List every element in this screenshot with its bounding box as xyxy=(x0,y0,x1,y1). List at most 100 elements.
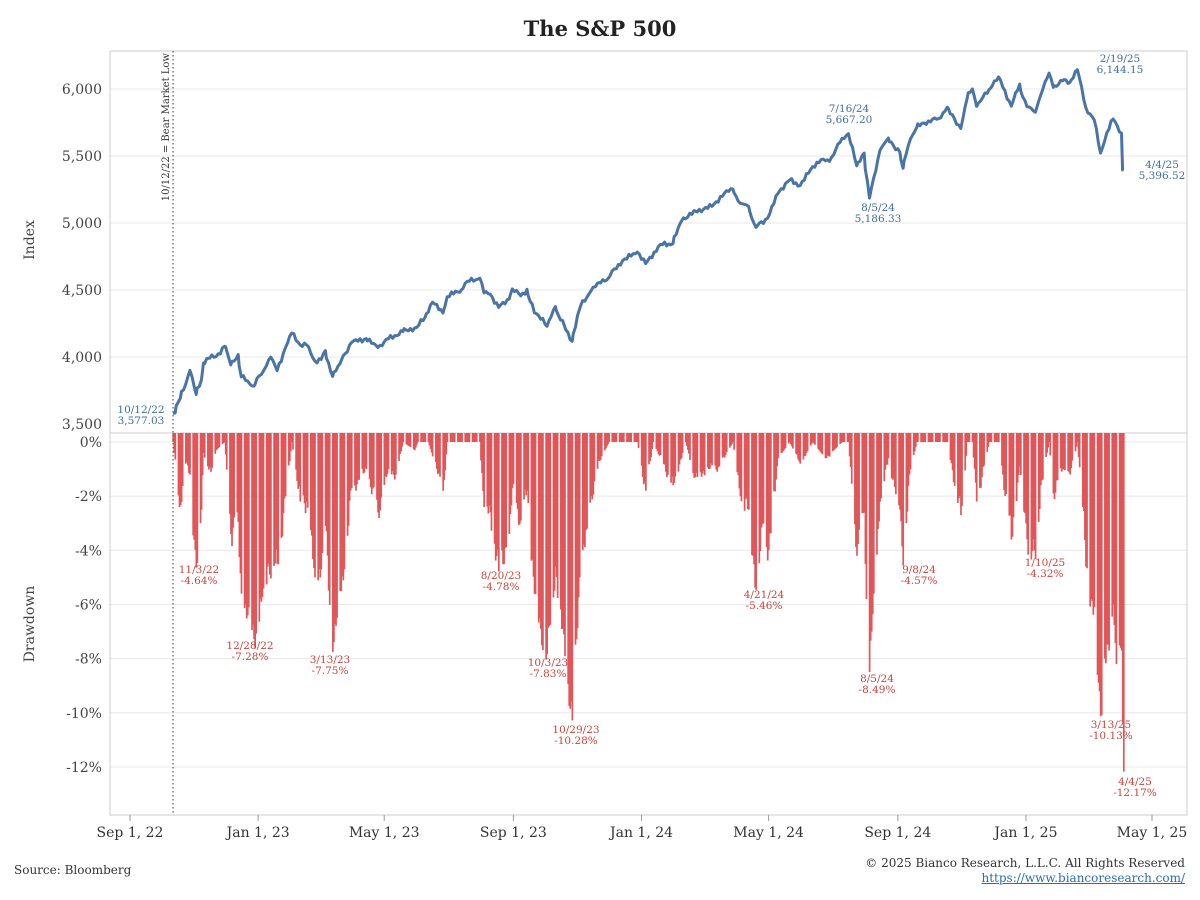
drawdown-bar xyxy=(496,433,499,550)
drawdown-bar xyxy=(436,433,438,469)
drawdown-bar xyxy=(695,433,698,473)
drawdown-bar xyxy=(260,433,263,602)
drawdown-bar xyxy=(843,433,846,442)
drawdown-bar xyxy=(1097,433,1100,683)
drawdown-bar xyxy=(828,433,831,457)
drawdown-bar xyxy=(667,433,669,475)
drawdown-bar xyxy=(689,433,691,460)
drawdown-annotation-date: 10/3/23 xyxy=(528,657,568,669)
drawdown-bar xyxy=(563,433,565,635)
drawdown-annotation-date: 11/3/22 xyxy=(179,564,219,576)
drawdown-ytick-label: -2% xyxy=(75,489,102,505)
drawdown-bar xyxy=(714,433,717,466)
drawdown-bar xyxy=(1114,433,1117,644)
drawdown-bar xyxy=(291,433,293,442)
website-link[interactable]: https://www.biancoresearch.com/ xyxy=(981,871,1185,885)
drawdown-bar xyxy=(1012,433,1015,518)
drawdown-bar xyxy=(361,433,364,469)
drawdown-bar xyxy=(379,433,381,511)
drawdown-bar xyxy=(408,433,411,447)
drawdown-bar xyxy=(944,433,947,442)
drawdown-bar xyxy=(642,433,645,485)
drawdown-bar xyxy=(759,433,762,552)
drawdown-bar xyxy=(1042,433,1044,480)
x-tick-label: Jan 1, 23 xyxy=(225,825,290,841)
drawdown-bar xyxy=(538,433,541,619)
drawdown-bar xyxy=(804,433,807,456)
drawdown-bar xyxy=(570,433,573,702)
drawdown-bar xyxy=(762,433,765,524)
drawdown-bar xyxy=(211,433,213,469)
drawdown-bar xyxy=(799,433,802,464)
drawdown-bar xyxy=(369,433,372,488)
drawdown-bar xyxy=(495,433,498,557)
drawdown-bar xyxy=(556,433,559,598)
drawdown-bar xyxy=(920,433,922,442)
drawdown-bar xyxy=(471,433,474,442)
drawdown-bar xyxy=(656,433,659,452)
drawdown-bar xyxy=(886,433,889,465)
drawdown-bar xyxy=(583,433,585,545)
drawdown-bar xyxy=(542,433,544,651)
drawdown-bar xyxy=(780,433,783,454)
drawdown-bar xyxy=(664,433,667,472)
drawdown-bar xyxy=(795,433,797,454)
drawdown-bar xyxy=(802,433,805,460)
drawdown-bar xyxy=(461,433,463,442)
drawdown-bar xyxy=(545,433,547,659)
drawdown-bar xyxy=(1024,433,1026,514)
drawdown-bar xyxy=(216,433,219,450)
drawdown-bar xyxy=(672,433,675,486)
drawdown-bar xyxy=(276,433,279,564)
drawdown-bar xyxy=(319,433,322,578)
drawdown-bar xyxy=(770,433,772,534)
drawdown-bar xyxy=(1039,433,1042,486)
drawdown-bar xyxy=(218,433,221,448)
drawdown-bar xyxy=(225,433,228,470)
drawdown-bar xyxy=(1020,433,1022,475)
drawdown-bar xyxy=(951,433,954,471)
drawdown-bar xyxy=(1054,433,1057,493)
drawdown-bar xyxy=(870,433,873,632)
drawdown-bar xyxy=(848,433,851,457)
drawdown-bar xyxy=(906,433,909,512)
drawdown-bar xyxy=(429,433,432,449)
drawdown-bar xyxy=(430,433,433,453)
x-tick-label: May 1, 24 xyxy=(733,825,804,841)
drawdown-bar xyxy=(1017,433,1020,476)
drawdown-bar xyxy=(736,433,739,473)
drawdown-bar xyxy=(996,433,999,442)
drawdown-bar xyxy=(887,433,890,459)
drawdown-bar xyxy=(740,433,743,502)
drawdown-bar xyxy=(1064,433,1066,471)
drawdown-bar xyxy=(1031,433,1034,552)
x-tick-label: Sep 1, 23 xyxy=(480,825,547,841)
drawdown-bar xyxy=(446,433,449,442)
drawdown-bar xyxy=(201,433,204,476)
drawdown-bar xyxy=(378,433,380,518)
drawdown-bar xyxy=(1008,433,1011,516)
drawdown-bar xyxy=(1092,433,1095,615)
drawdown-bar xyxy=(929,433,932,442)
drawdown-bar xyxy=(357,433,359,480)
drawdown-bar xyxy=(420,433,422,442)
drawdown-bar xyxy=(578,433,581,578)
drawdown-bar xyxy=(974,433,977,483)
drawdown-bar xyxy=(376,433,378,500)
drawdown-bar xyxy=(503,433,505,565)
drawdown-bar xyxy=(710,433,712,464)
drawdown-bar xyxy=(952,433,955,483)
index-annotation-value: 3,577.03 xyxy=(118,415,165,427)
drawdown-bar xyxy=(1096,433,1099,675)
drawdown-bar xyxy=(460,433,462,442)
drawdown-bar xyxy=(523,433,525,500)
drawdown-bar xyxy=(464,433,467,442)
drawdown-bar xyxy=(935,433,938,442)
drawdown-bar xyxy=(1115,433,1118,665)
drawdown-bar xyxy=(987,433,990,447)
drawdown-bar xyxy=(722,433,725,457)
drawdown-bar xyxy=(221,433,224,445)
drawdown-bar xyxy=(313,433,315,568)
drawdown-bar xyxy=(468,433,471,442)
drawdown-bar xyxy=(858,433,860,530)
